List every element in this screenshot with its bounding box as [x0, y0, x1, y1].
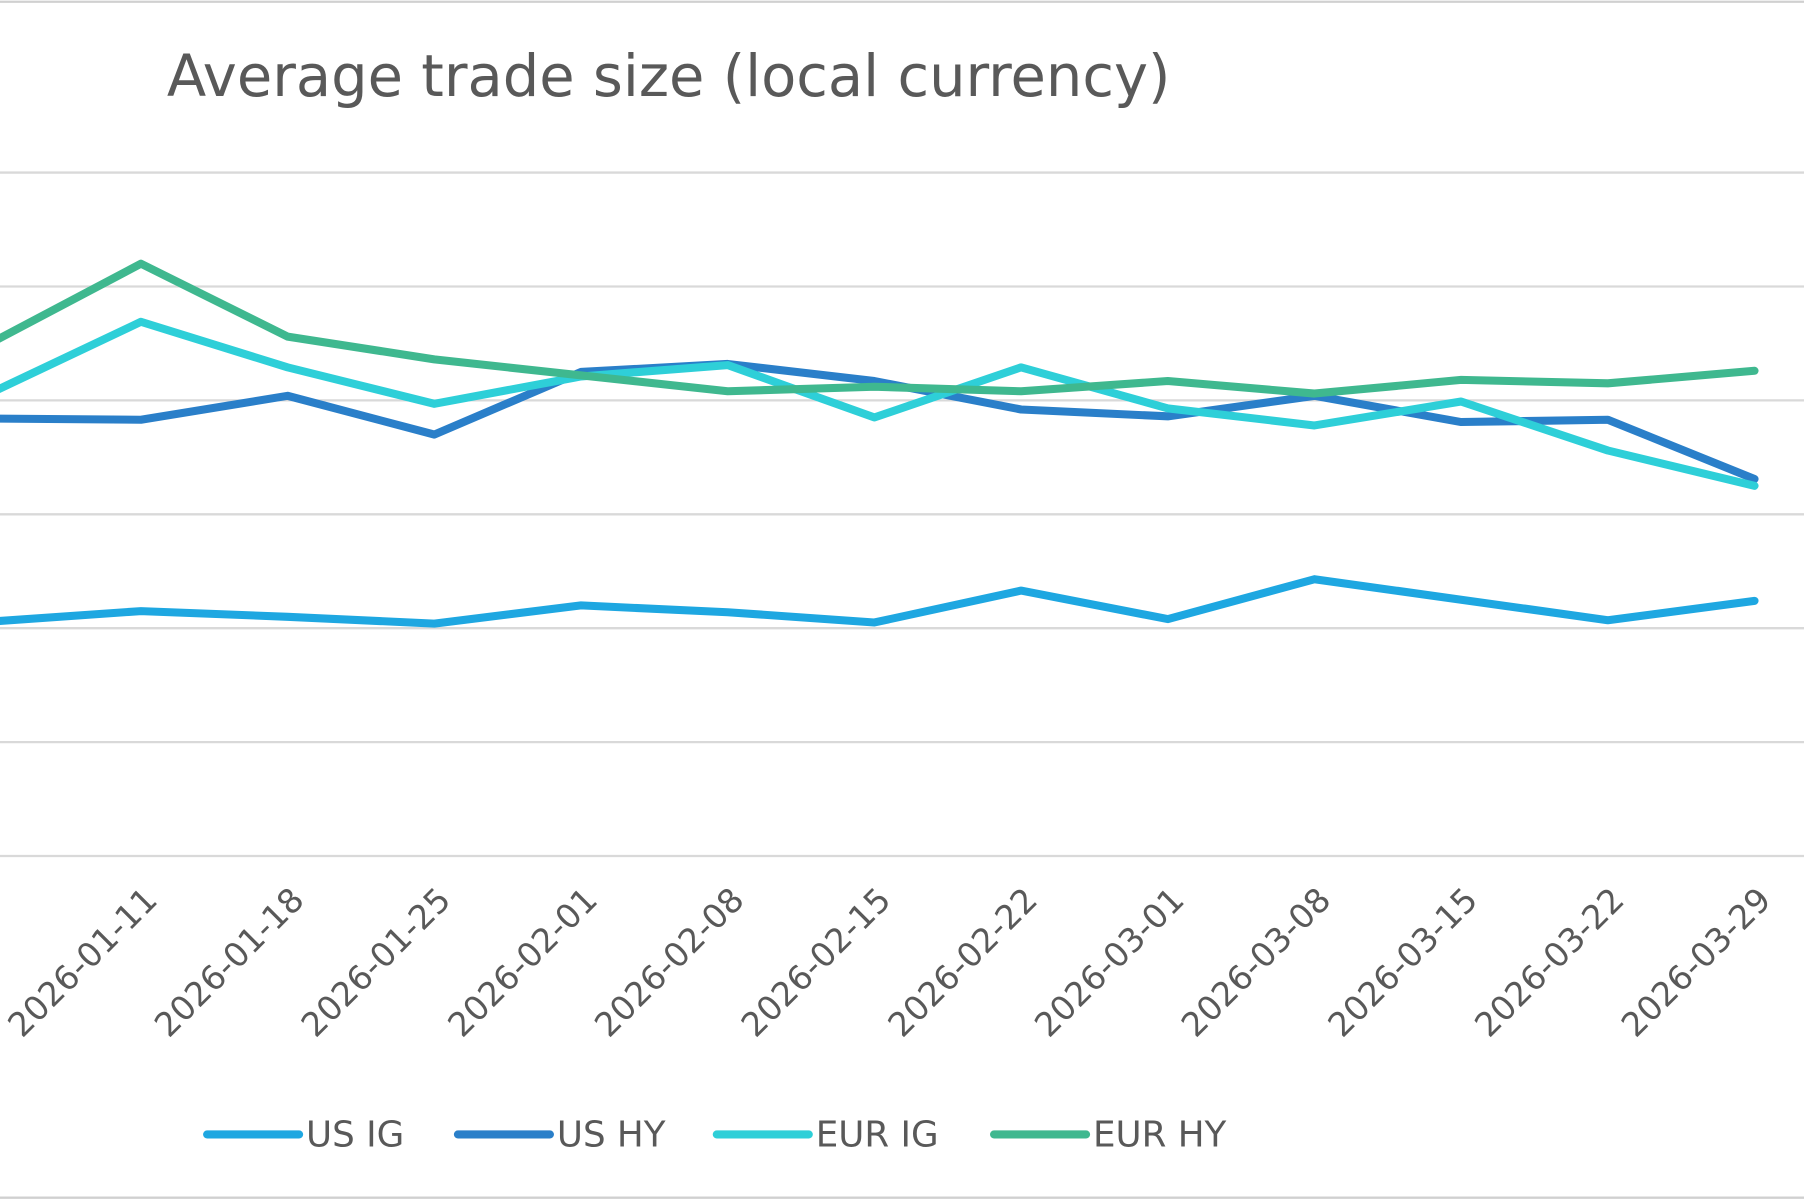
legend-label: EUR IG: [816, 1115, 939, 1156]
x-tick-label: 2026-02-15: [734, 880, 899, 1045]
series-line: [0, 575, 1759, 628]
x-tick-label: 2026-01-18: [147, 880, 312, 1045]
x-tick-label: 2026-02-08: [587, 880, 752, 1045]
series-line: [0, 317, 1759, 490]
x-tick-label: 2026-02-22: [880, 880, 1045, 1045]
legend-label: US IG: [306, 1115, 404, 1156]
chart-title: Average trade size (local currency): [167, 43, 1171, 110]
x-tick-label: 2026-01-11: [0, 880, 165, 1045]
x-tick-label: 2026-03-15: [1320, 880, 1485, 1045]
series-line: [0, 359, 1759, 484]
legend-label: US HY: [557, 1115, 666, 1156]
legend-label: EUR HY: [1093, 1115, 1227, 1156]
x-tick-label: 2026-03-29: [1614, 880, 1779, 1045]
x-tick-label: 2026-02-01: [440, 880, 605, 1045]
x-tick-label: 2026-01-25: [294, 880, 459, 1045]
x-tick-label: 2026-03-22: [1467, 880, 1632, 1045]
x-tick-label: 2026-03-08: [1174, 880, 1339, 1045]
x-tick-label: 2026-03-01: [1027, 880, 1192, 1045]
series-line: [0, 259, 1759, 398]
